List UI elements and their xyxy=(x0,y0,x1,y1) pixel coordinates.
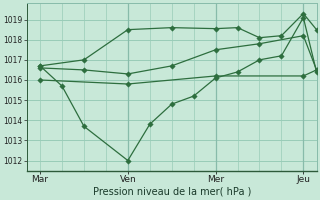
X-axis label: Pression niveau de la mer( hPa ): Pression niveau de la mer( hPa ) xyxy=(92,187,251,197)
